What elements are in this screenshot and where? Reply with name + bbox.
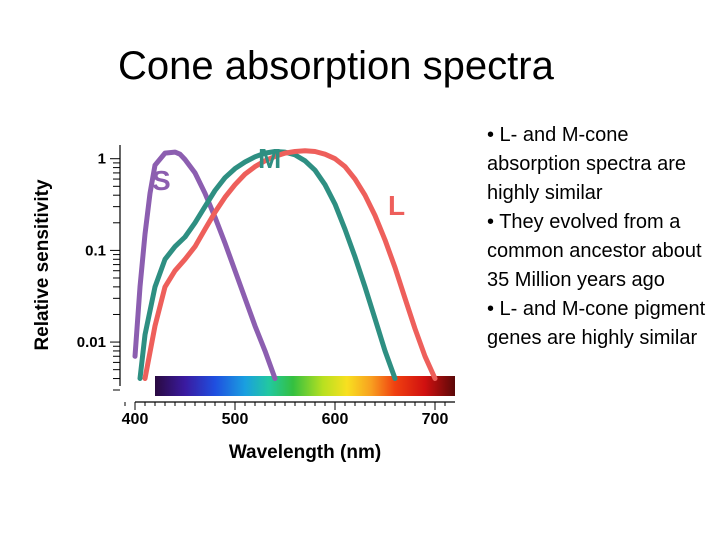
y-axis-title: Relative sensitivity (32, 179, 53, 351)
x-tick-label: 600 (322, 411, 349, 428)
series-s-line (132, 149, 278, 381)
bullet-item: • L- and M-cone pigment genes are highly… (487, 298, 706, 349)
series-l-line (142, 148, 438, 381)
y-tick-label: 0.01 (77, 334, 106, 351)
slide-title: Cone absorption spectra (118, 44, 554, 88)
spectrum-bar (155, 376, 455, 396)
series-m-line (137, 149, 398, 381)
bullet-item: • They evolved from a common ancestor ab… (487, 211, 702, 291)
y-tick-label: 1 (98, 151, 106, 168)
series-l-label: L (388, 190, 405, 221)
bullet-item: • L- and M-cone absorption spectra are h… (487, 124, 687, 204)
x-tick-label: 700 (422, 411, 449, 428)
y-tick-label: 0.1 (85, 242, 106, 259)
bullet-list: • L- and M-cone absorption spectra are h… (487, 121, 715, 353)
x-axis-title: Wavelength (nm) (229, 442, 381, 463)
series-m-label: M (258, 143, 281, 174)
x-tick-label: 400 (122, 411, 149, 428)
x-tick-label: 500 (222, 411, 249, 428)
series-s-label: S (152, 165, 171, 196)
